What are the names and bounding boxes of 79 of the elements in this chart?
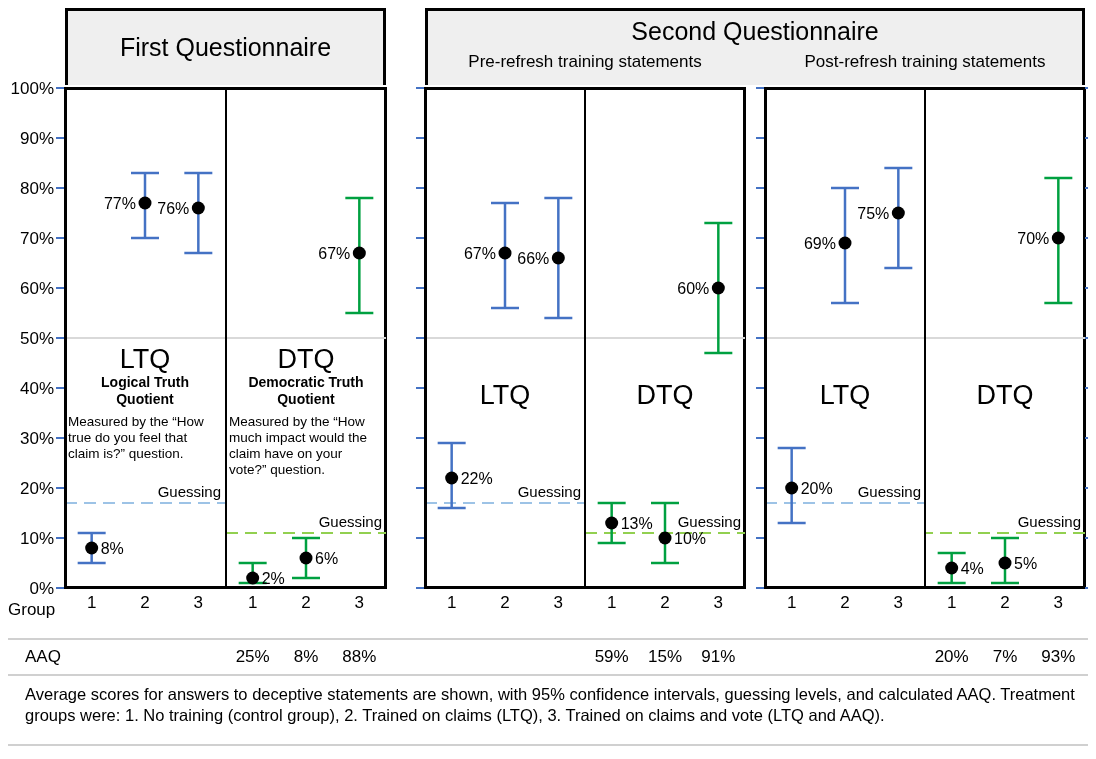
data-label: 66% xyxy=(517,250,550,267)
y-tick-label: 60% xyxy=(19,279,54,299)
ref-line-label: Guessing xyxy=(677,513,741,530)
x-axis-title: Group xyxy=(8,600,56,620)
ref-line-label: Guessing xyxy=(517,483,581,500)
x-tick-label: 1 xyxy=(786,593,797,613)
y-tick-label: 40% xyxy=(19,379,54,399)
data-label: 2% xyxy=(261,570,285,587)
x-tick-label: 1 xyxy=(446,593,457,613)
text: 25% xyxy=(234,647,271,667)
text: 88% xyxy=(341,647,378,667)
x-tick-label: 3 xyxy=(354,593,365,613)
text: First Questionnaire xyxy=(65,8,386,85)
ref-line-label: Guessing xyxy=(157,483,221,500)
text: 93% xyxy=(1040,647,1077,667)
data-label: 75% xyxy=(857,205,890,222)
text: 91% xyxy=(700,647,737,667)
x-tick-label: 3 xyxy=(193,593,204,613)
ref-line-label: Guessing xyxy=(1017,513,1081,530)
y-tick-label: 100% xyxy=(10,79,54,99)
x-tick-label: 3 xyxy=(893,593,904,613)
y-tick-label: 80% xyxy=(19,179,54,199)
x-tick-label: 1 xyxy=(946,593,957,613)
text: AAQ xyxy=(25,647,61,667)
annotation: LTQ xyxy=(818,380,872,410)
y-tick-label: 0% xyxy=(29,579,54,599)
data-label: 22% xyxy=(460,470,493,487)
data-label: 70% xyxy=(1017,230,1050,247)
y-tick-label: 50% xyxy=(19,329,54,349)
data-label: 77% xyxy=(103,195,136,212)
data-label: 67% xyxy=(318,245,351,262)
annotation: Logical Truth Quotient xyxy=(100,374,190,408)
data-label: 76% xyxy=(157,200,190,217)
ref-line-label: Guessing xyxy=(857,483,921,500)
text: 8% xyxy=(292,647,320,667)
y-tick-label: 30% xyxy=(19,429,54,449)
x-tick-label: 1 xyxy=(247,593,258,613)
data-label: 13% xyxy=(620,515,653,532)
text: 20% xyxy=(933,647,970,667)
text: Average scores for answers to deceptive statements are shown, with 95% confidence intervals, guessing levels, and calculated AAQ. Treatment groups were: 1. No training (control group), 2. Trained on claims (LTQ), 3. Trained on claims and vote (LTQ and AAQ). xyxy=(25,684,1075,726)
annotation: Democratic Truth Quotient xyxy=(247,374,365,408)
y-tick-label: 20% xyxy=(19,479,54,499)
data-label: 4% xyxy=(960,560,984,577)
chart-subtitle: Post-refresh training statements xyxy=(803,52,1047,72)
data-label: 69% xyxy=(803,235,836,252)
chart-subtitle: Pre-refresh training statements xyxy=(467,52,703,72)
x-tick-label: 2 xyxy=(500,593,510,613)
annotation: LTQ xyxy=(118,344,172,374)
text: 7% xyxy=(991,647,1019,667)
y-tick-label: 70% xyxy=(19,229,54,249)
x-tick-label: 2 xyxy=(301,593,311,613)
x-tick-label: 2 xyxy=(660,593,670,613)
annotation: LTQ xyxy=(478,380,532,410)
text: Second Questionnaire xyxy=(631,17,879,45)
x-tick-label: 1 xyxy=(86,593,97,613)
x-tick-label: 3 xyxy=(713,593,724,613)
x-tick-label: 3 xyxy=(553,593,564,613)
ref-line-label: Guessing xyxy=(318,513,382,530)
annotation: DTQ xyxy=(975,380,1035,410)
x-tick-label: 1 xyxy=(606,593,617,613)
data-label: 60% xyxy=(677,280,710,297)
annotation: Measured by the “How much impact would the claim have on your vote?” question. xyxy=(229,414,369,478)
y-tick-label: 90% xyxy=(19,129,54,149)
x-tick-label: 2 xyxy=(140,593,150,613)
x-tick-label: 3 xyxy=(1053,593,1064,613)
annotation: Measured by the “How true do you feel that claim is?” question. xyxy=(68,414,205,462)
x-tick-label: 2 xyxy=(840,593,850,613)
data-label: 5% xyxy=(1014,555,1038,572)
x-tick-label: 2 xyxy=(1000,593,1010,613)
data-label: 20% xyxy=(800,480,833,497)
text: 15% xyxy=(647,647,683,667)
data-label: 8% xyxy=(100,540,124,557)
y-tick-label: 10% xyxy=(19,529,54,549)
data-label: 10% xyxy=(674,530,707,547)
text: 59% xyxy=(593,647,630,667)
annotation: DTQ xyxy=(635,380,695,410)
data-label: 67% xyxy=(463,245,496,262)
data-label: 6% xyxy=(315,550,339,567)
annotation: DTQ xyxy=(276,344,336,374)
